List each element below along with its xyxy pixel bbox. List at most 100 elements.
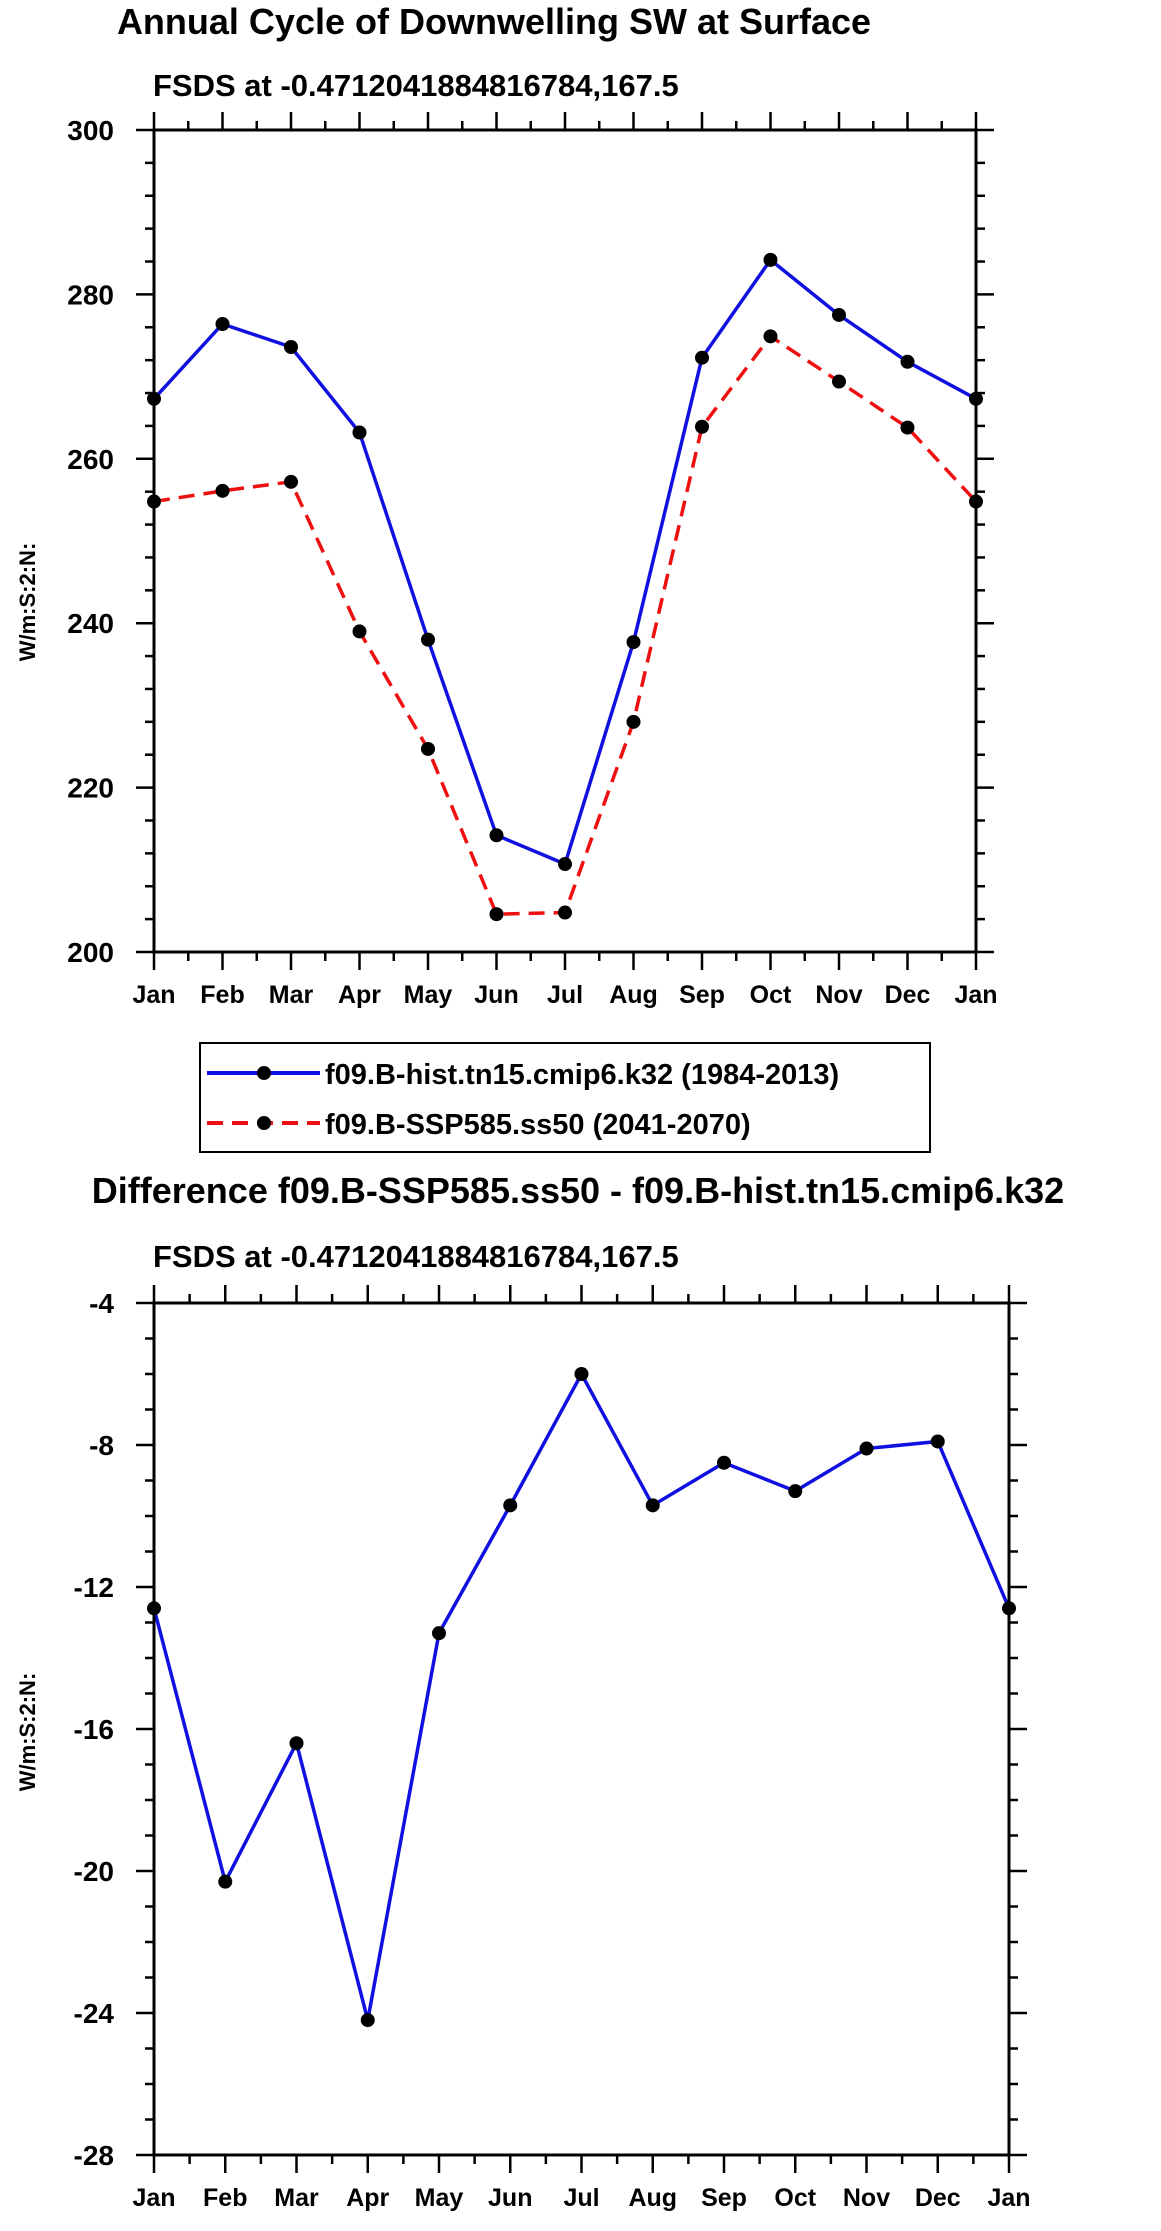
series-line: [152, 1372, 1011, 2022]
y-tick-label: 280: [67, 279, 114, 310]
x-tick-label: Oct: [750, 981, 792, 1009]
legend-hist-label: f09.B-hist.tn15.cmip6.k32 (1984-2013): [325, 1059, 839, 1091]
x-tick-label: Apr: [346, 2184, 389, 2212]
chart-title: Difference f09.B-SSP585.ss50 - f09.B-his…: [92, 1170, 1064, 1211]
y-tick-label: 240: [67, 608, 114, 639]
y-tick-label: 260: [67, 444, 114, 475]
x-tick-label: Jun: [488, 2184, 532, 2212]
x-tick-label: Jun: [474, 981, 518, 1009]
data-point: [626, 635, 641, 650]
data-point: [763, 329, 778, 344]
data-point: [489, 828, 504, 843]
data-point: [695, 350, 709, 365]
data-point: [558, 857, 572, 872]
x-tick-label: Dec: [915, 2184, 961, 2212]
plot-frame: [152, 1301, 1011, 2157]
legend-ssp-label: f09.B-SSP585.ss50 (2041-2070): [325, 1109, 751, 1141]
x-tick-label: Sep: [679, 981, 725, 1009]
y-tick-label: -16: [74, 1714, 114, 1745]
data-point: [859, 1441, 874, 1456]
data-point: [289, 1736, 304, 1751]
data-point: [558, 905, 572, 920]
data-point: [900, 420, 915, 435]
data-point: [788, 1484, 803, 1499]
y-tick-label: -20: [74, 1856, 114, 1887]
x-tick-label: Sep: [701, 2184, 747, 2212]
x-tick-label: May: [415, 2184, 464, 2212]
series-line: [153, 334, 978, 916]
y-tick-label: -12: [74, 1572, 114, 1603]
y-tick-labels: -28 -24 -20 -16 -12 -8 -4: [74, 1288, 115, 2171]
data-point: [218, 1874, 233, 1889]
y-axis-label: W/m:S:2:N:: [15, 543, 40, 662]
annual-cycle-chart: Annual Cycle of Downwelling SW at Surfac…: [15, 1, 998, 1153]
x-tick-label: Nov: [843, 2184, 890, 2212]
x-tick-label: Jan: [954, 981, 997, 1009]
x-tick-label: Aug: [609, 981, 658, 1009]
x-tick-label: Oct: [774, 2184, 816, 2212]
data-point: [900, 354, 915, 369]
y-axis-label: W/m:S:2:N:: [15, 1673, 40, 1792]
x-tick-label: Dec: [885, 981, 931, 1009]
x-tick-label: Jul: [563, 2184, 599, 2212]
x-tick-label: Mar: [274, 2184, 319, 2212]
x-tick-label: Nov: [815, 981, 862, 1009]
data-point: [503, 1498, 518, 1513]
y-tick-label: -24: [74, 1998, 115, 2029]
series-group: [147, 252, 983, 922]
y-tick-label: 200: [67, 937, 114, 968]
data-point: [930, 1434, 945, 1449]
legend-ssp-marker: [257, 1116, 271, 1130]
x-tick-label: Jan: [132, 981, 175, 1009]
x-tick-label: Feb: [203, 2184, 247, 2212]
data-point: [284, 474, 298, 489]
x-tick-label: May: [404, 981, 453, 1009]
chart-subtitle: FSDS at -0.4712041884816784,167.5: [153, 68, 679, 103]
x-tick-labels: Jan Feb Mar Apr May Jun Jul Aug Sep Oct Nov Dec Jan: [132, 981, 997, 1009]
series-group: [147, 1367, 1016, 2028]
y-tick-label: 300: [67, 115, 114, 146]
data-point: [626, 714, 641, 729]
data-point: [717, 1455, 731, 1470]
series-line: [152, 258, 977, 866]
legend: f09.B-hist.tn15.cmip6.k32 (1984-2013) f0…: [199, 1042, 931, 1153]
chart-subtitle: FSDS at -0.4712041884816784,167.5: [153, 1239, 679, 1274]
data-point: [421, 741, 435, 756]
y-tick-label: -8: [89, 1430, 114, 1461]
data-point: [695, 419, 709, 434]
legend-hist-marker: [257, 1066, 271, 1080]
data-point: [352, 624, 367, 639]
x-tick-label: Aug: [628, 2184, 677, 2212]
y-tick-label: -28: [74, 2140, 114, 2171]
y-tick-labels: 200 220 240 260 280 300: [67, 115, 114, 968]
plot-frame: [152, 128, 978, 954]
tick-marks: [136, 1285, 1027, 2173]
tick-marks: [136, 112, 994, 970]
difference-chart: Difference f09.B-SSP585.ss50 - f09.B-his…: [15, 1170, 1064, 2212]
data-point: [489, 907, 504, 922]
y-tick-label: -4: [89, 1288, 114, 1319]
data-point: [352, 425, 367, 440]
data-point: [215, 316, 230, 331]
data-point: [432, 1626, 446, 1641]
data-point: [360, 2013, 375, 2028]
data-point: [215, 483, 230, 498]
data-point: [763, 252, 778, 267]
x-tick-label: Feb: [200, 981, 244, 1009]
x-tick-label: Jan: [132, 2184, 175, 2212]
x-tick-label: Jan: [987, 2184, 1030, 2212]
y-tick-label: 220: [67, 773, 114, 804]
data-point: [832, 307, 846, 322]
x-tick-labels: Jan Feb Mar Apr May Jun Jul Aug Sep Oct Nov Dec Jan: [132, 2184, 1030, 2212]
data-point: [421, 632, 435, 647]
data-point: [284, 340, 298, 355]
data-point: [645, 1498, 660, 1513]
x-tick-label: Apr: [338, 981, 381, 1009]
x-tick-label: Mar: [269, 981, 314, 1009]
chart-title: Annual Cycle of Downwelling SW at Surfac…: [117, 1, 871, 42]
x-tick-label: Jul: [547, 981, 583, 1009]
data-point: [832, 374, 846, 389]
data-point: [574, 1367, 589, 1381]
legend-box: [199, 1042, 931, 1153]
